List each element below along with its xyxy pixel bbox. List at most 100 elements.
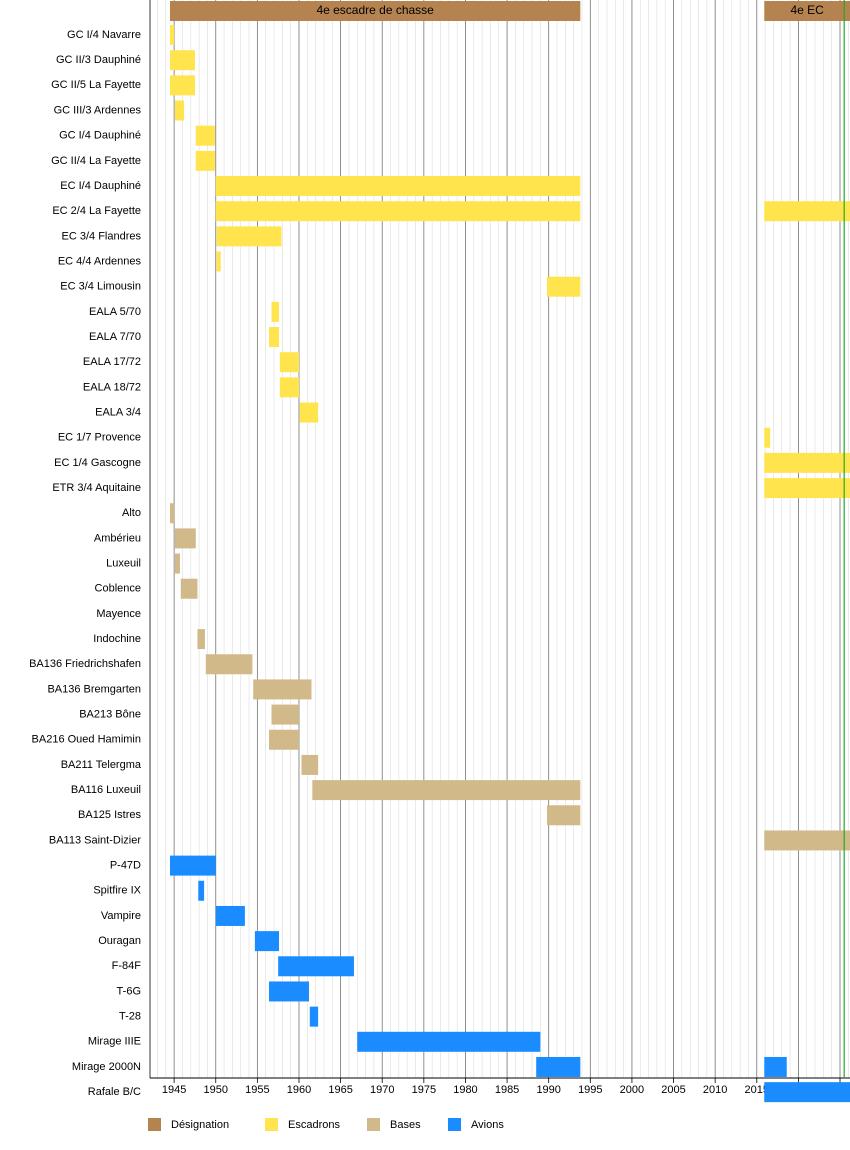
row-label: EC 4/4 Ardennes — [58, 255, 142, 267]
span-bar — [180, 578, 198, 599]
row-label: P-47D — [110, 860, 141, 872]
legend-label: Désignation — [171, 1119, 229, 1131]
row-label: BA136 Bremgarten — [47, 683, 141, 695]
row-label: EALA 3/4 — [95, 406, 141, 418]
row-label: BA125 Istres — [78, 809, 141, 821]
row-label: EC 3/4 Flandres — [62, 230, 142, 242]
row-label: EC 3/4 Limousin — [60, 281, 141, 293]
span-bar — [764, 201, 850, 222]
row-label: Alto — [122, 507, 141, 519]
row-label: EALA 5/70 — [89, 306, 141, 318]
row-label: BA113 Saint-Dizier — [49, 834, 141, 846]
x-tick-label: 1975 — [412, 1084, 436, 1096]
row-label: BA136 Friedrichshafen — [29, 658, 141, 670]
span-label: 4e escadre de chasse — [316, 3, 434, 17]
x-tick-label: 1985 — [495, 1084, 519, 1096]
row-label: EALA 7/70 — [89, 331, 141, 343]
row-label: EC I/4 Dauphiné — [60, 180, 141, 192]
span-bar — [169, 855, 216, 876]
span-bar — [169, 75, 195, 96]
row-label: BA216 Oued Hamimin — [32, 734, 141, 746]
x-tick-label: 2010 — [703, 1084, 727, 1096]
span-bar — [279, 352, 299, 373]
row-label: EALA 18/72 — [83, 381, 141, 393]
x-tick-label: 1960 — [287, 1084, 311, 1096]
span-bar — [301, 754, 319, 775]
span-bar — [299, 402, 319, 423]
row-label: BA211 Telergma — [61, 759, 142, 771]
span-bar — [547, 805, 581, 826]
span-bar — [271, 704, 299, 725]
span-bar — [174, 100, 185, 121]
row-label: GC III/3 Ardennes — [54, 104, 142, 116]
span-bar — [536, 1056, 581, 1077]
span-bar — [269, 981, 309, 1002]
row-label: BA213 Bône — [79, 708, 141, 720]
legend-swatch — [148, 1118, 161, 1131]
span-bar — [764, 1056, 787, 1077]
span-bar — [215, 905, 245, 926]
span-bar — [169, 1, 581, 21]
span-bar — [197, 629, 205, 650]
span-bar — [269, 729, 299, 750]
span-bar — [215, 201, 581, 222]
span-bar — [198, 880, 205, 901]
span-bar — [195, 150, 215, 171]
legend-swatch — [367, 1118, 380, 1131]
span-bar — [764, 1, 850, 21]
span-bar — [357, 1031, 541, 1052]
row-label: EC 1/4 Gascogne — [54, 457, 141, 469]
span-bar — [309, 1006, 319, 1027]
span-bar — [764, 427, 771, 448]
span-bar — [216, 226, 282, 247]
span-bar — [174, 553, 180, 574]
span-bar — [195, 125, 215, 146]
row-label: Indochine — [93, 633, 141, 645]
row-label: EC 1/7 Provence — [58, 432, 141, 444]
row-label: GC I/4 Dauphiné — [59, 130, 141, 142]
span-bar — [169, 503, 175, 524]
row-label: ETR 3/4 Aquitaine — [52, 482, 141, 494]
span-bar — [312, 780, 581, 801]
row-label: Mayence — [96, 608, 141, 620]
row-label: GC II/5 La Fayette — [51, 79, 141, 91]
span-bar — [764, 452, 850, 473]
x-tick-label: 1950 — [204, 1084, 228, 1096]
row-label: T-6G — [117, 985, 141, 997]
span-bar — [253, 679, 312, 700]
span-bar — [215, 176, 581, 197]
row-label: Rafale B/C — [88, 1086, 141, 1098]
x-tick-label: 2000 — [620, 1084, 644, 1096]
row-label: F-84F — [112, 960, 142, 972]
row-label: Luxeuil — [106, 557, 141, 569]
x-tick-label: 2005 — [661, 1084, 685, 1096]
span-bar — [169, 50, 195, 71]
x-tick-label: 1970 — [370, 1084, 394, 1096]
legend-label: Bases — [390, 1119, 421, 1131]
x-tick-label: 1980 — [453, 1084, 477, 1096]
row-label: EC 2/4 La Fayette — [52, 205, 141, 217]
row-label: GC II/3 Dauphiné — [56, 54, 141, 66]
row-label: Ouragan — [98, 935, 141, 947]
row-label: Mirage IIIE — [88, 1036, 141, 1048]
span-bar — [254, 931, 280, 952]
span-bar — [279, 377, 299, 398]
span-bar — [205, 654, 253, 675]
row-label: Spitfire IX — [93, 885, 141, 897]
span-bar — [278, 956, 354, 977]
x-tick-label: 2015 — [745, 1084, 769, 1096]
row-label: Mirage 2000N — [72, 1061, 141, 1073]
span-bar — [764, 478, 850, 499]
span-bar — [174, 528, 196, 549]
legend-label: Escadrons — [288, 1119, 340, 1131]
x-tick-label: 1945 — [162, 1084, 186, 1096]
span-label: 4e EC — [790, 3, 824, 17]
legend-label: Avions — [471, 1119, 504, 1131]
span-bar — [216, 251, 221, 272]
row-label: T-28 — [119, 1011, 141, 1023]
row-label: Vampire — [101, 910, 141, 922]
span-bar — [764, 830, 850, 851]
row-label: GC II/4 La Fayette — [51, 155, 141, 167]
span-bar — [271, 301, 280, 322]
